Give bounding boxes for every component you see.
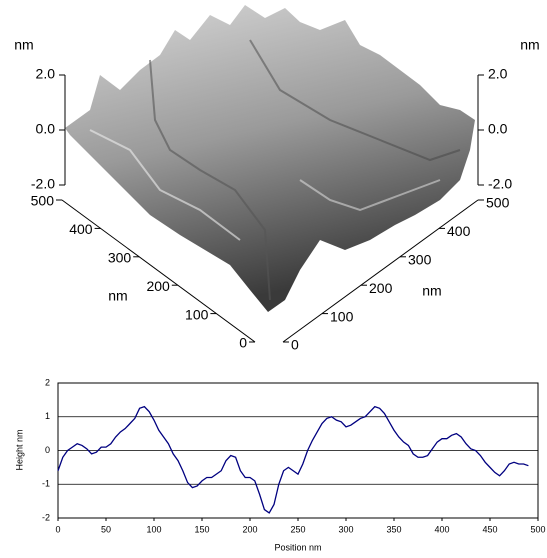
x-axis — [282, 199, 479, 343]
z-tick-label: 2.0 — [488, 66, 508, 82]
x-axis-label: Position nm — [274, 542, 321, 552]
x-tick-label: 450 — [482, 524, 497, 534]
x-tick-label: 250 — [290, 524, 305, 534]
x-tick-label: 200 — [369, 280, 393, 296]
x-tick-label: 500 — [530, 524, 545, 534]
y-tick-label: -2 — [42, 512, 50, 522]
x-tick-label: 200 — [242, 524, 257, 534]
x-tick-label: 350 — [386, 524, 401, 534]
surface — [65, 5, 475, 312]
y-tick-label: 300 — [108, 250, 132, 266]
y-tick-label: 500 — [31, 193, 55, 209]
x-tick-label: 300 — [338, 524, 353, 534]
profile-line — [57, 405, 529, 514]
y-tick-label: -1 — [42, 479, 50, 489]
x-tick-label: 400 — [434, 524, 449, 534]
z-axis-label: nm — [520, 37, 539, 53]
y-tick-label: 100 — [185, 306, 209, 322]
x-tick-label: 150 — [194, 524, 209, 534]
y-tick-label: 0 — [45, 445, 50, 455]
x-axis-label: nm — [422, 283, 441, 299]
y-tick-label: 400 — [69, 221, 93, 237]
x-tick-label: 500 — [486, 195, 510, 211]
y-tick-label: 0 — [239, 335, 247, 351]
x-tick-label: 50 — [101, 524, 111, 534]
y-tick-label: 1 — [45, 411, 50, 421]
x-tick-label: 300 — [408, 252, 432, 268]
z-axis-label: nm — [14, 37, 33, 53]
z-tick-label: 0.0 — [36, 121, 56, 137]
x-tick-label: 400 — [447, 223, 471, 239]
z-tick-label: 2.0 — [36, 66, 56, 82]
y-axis — [61, 199, 256, 343]
z-tick-label: 0.0 — [488, 121, 508, 137]
z-tick-label: -2.0 — [488, 176, 512, 192]
x-tick-label: 0 — [55, 524, 60, 534]
x-tick-label: 100 — [146, 524, 161, 534]
y-axis-label: Height nm — [14, 429, 24, 470]
y-axis-label: nm — [108, 288, 127, 304]
y-tick-label: 2 — [45, 377, 50, 387]
x-tick-label: 0 — [291, 337, 299, 353]
z-tick-label: -2.0 — [31, 176, 55, 192]
x-tick-label: 100 — [330, 308, 354, 324]
y-tick-label: 200 — [146, 278, 170, 294]
